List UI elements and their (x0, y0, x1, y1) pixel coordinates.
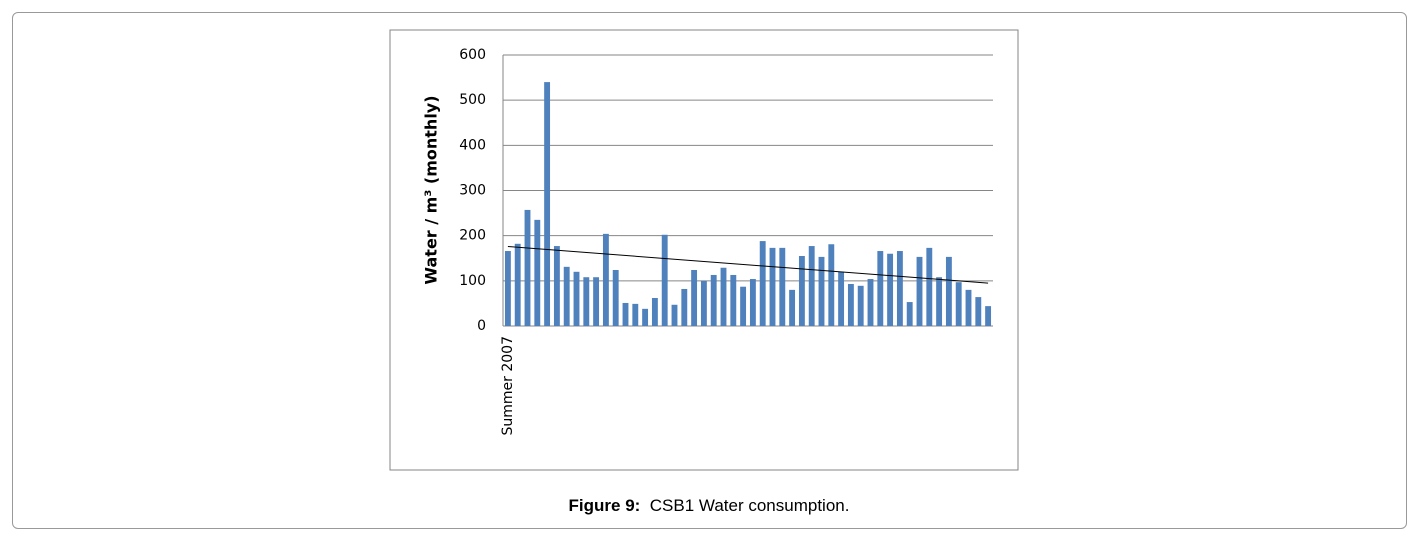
bar (710, 274, 717, 326)
bar (563, 266, 570, 326)
bar (877, 251, 884, 326)
bar (671, 304, 678, 326)
bar (730, 274, 737, 326)
bar (955, 282, 962, 326)
bar (798, 255, 805, 326)
bar (779, 247, 786, 326)
bar (857, 285, 864, 326)
bar (691, 269, 698, 326)
y-axis-label: Water / m³ (monthly) (422, 95, 441, 284)
bar (985, 306, 992, 326)
bar (593, 277, 600, 326)
bar (887, 253, 894, 326)
bar (808, 246, 815, 326)
y-tick-label: 600 (459, 47, 486, 63)
bar (504, 251, 511, 326)
bar (818, 256, 825, 326)
y-tick-label: 300 (459, 183, 486, 199)
bar (514, 243, 521, 326)
y-tick-label: 100 (459, 273, 486, 289)
bar (534, 219, 541, 326)
bar (632, 303, 639, 326)
trendline (507, 246, 989, 284)
figure-label: Figure 9: (568, 496, 641, 515)
bar (936, 277, 943, 326)
bar (926, 247, 933, 326)
bar (651, 297, 658, 326)
bar (720, 267, 727, 326)
bar (838, 271, 845, 326)
bar (700, 280, 707, 326)
caption-text: CSB1 Water consumption. (649, 496, 850, 515)
bar (524, 209, 531, 326)
bar (965, 289, 972, 326)
bar (945, 256, 952, 326)
bar (916, 256, 923, 326)
bar (612, 269, 619, 326)
bar (789, 289, 796, 326)
bar (828, 244, 835, 326)
bar (975, 297, 982, 326)
bar (867, 279, 874, 326)
bar (544, 82, 551, 326)
bar (740, 286, 747, 326)
bar (759, 241, 766, 326)
bar (622, 302, 629, 326)
x-tick-label: Summer 2007 (500, 336, 516, 435)
bar (602, 233, 609, 326)
y-tick-label: 400 (459, 137, 486, 153)
caption: Figure 9: CSB1 Water consumption. (0, 496, 1418, 516)
bar (553, 246, 560, 326)
bar (769, 247, 776, 326)
y-tick-label: 0 (477, 318, 486, 334)
bar (896, 251, 903, 326)
y-tick-label: 500 (459, 92, 486, 108)
bar (642, 308, 649, 326)
bar (749, 279, 756, 326)
chart-border (389, 29, 1019, 471)
y-tick-label: 200 (459, 228, 486, 244)
bar (906, 302, 913, 326)
bar (583, 277, 590, 326)
bar (661, 234, 668, 326)
figure-frame (12, 12, 1407, 529)
bar (681, 288, 688, 326)
bar (573, 271, 580, 326)
bar (847, 283, 854, 326)
